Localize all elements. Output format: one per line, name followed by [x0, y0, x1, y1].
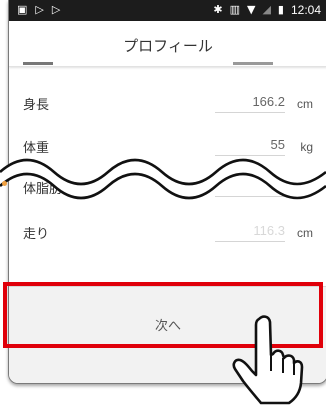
field-label: 走り — [23, 227, 50, 242]
field-row-height: 身長 166.2 cm — [9, 86, 326, 116]
no-signal-icon: ◢ — [262, 3, 271, 16]
wifi-icon: ▼ — [246, 3, 256, 16]
next-button-label: 次へ — [154, 319, 181, 334]
play-store-icon: ▷ — [35, 3, 44, 16]
side-marker-dot — [2, 181, 7, 186]
field-label: 体重 — [23, 141, 50, 156]
app-header: プロフィール — [9, 21, 326, 67]
unit-label: cm — [297, 97, 313, 111]
omission-wave-icon — [0, 158, 326, 200]
field-label: 身長 — [23, 98, 50, 113]
unit-label: cm — [297, 226, 313, 240]
clipped-row-remnant — [23, 62, 323, 70]
status-bar: ▣ ▷ ▷ ✱ ▥ ▼ ◢ ▮ 12:04 — [9, 0, 326, 21]
clock: 12:04 — [290, 3, 321, 17]
next-button[interactable]: 次へ — [9, 297, 326, 349]
stride-input[interactable]: 116.3 — [215, 223, 285, 242]
field-row-weight: 体重 55 kg — [9, 129, 326, 159]
height-input[interactable]: 166.2 — [215, 94, 285, 113]
phone-screen: ▣ ▷ ▷ ✱ ▥ ▼ ◢ ▮ 12:04 プロフィール 身長 166.2 cm… — [8, 0, 326, 384]
weight-input[interactable]: 55 — [215, 137, 285, 156]
page-title: プロフィール — [123, 37, 213, 55]
battery-icon: ▮ — [277, 3, 284, 16]
pointing-hand-icon — [232, 315, 304, 405]
play-store-icon: ▷ — [51, 3, 61, 16]
highlight-box — [3, 282, 323, 348]
field-row-stride: 走り 116.3 cm — [9, 215, 326, 245]
image-icon: ▣ — [17, 3, 28, 16]
vibrate-icon: ▥ — [229, 3, 240, 16]
unit-label: kg — [300, 140, 313, 154]
bluetooth-icon: ✱ — [213, 3, 223, 16]
